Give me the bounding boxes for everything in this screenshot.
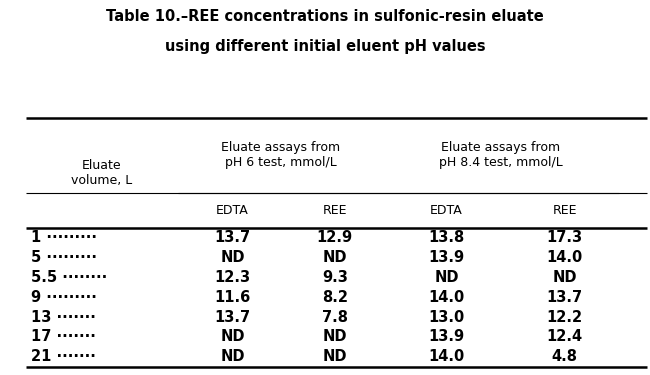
Text: 21 ·······: 21 ······· [31,349,96,364]
Text: EDTA: EDTA [430,204,463,217]
Text: 7.8: 7.8 [322,309,348,324]
Text: 11.6: 11.6 [214,290,250,304]
Text: 17.3: 17.3 [547,230,582,245]
Text: 14.0: 14.0 [428,290,465,304]
Text: 13.7: 13.7 [214,309,250,324]
Text: ND: ND [434,270,459,285]
Text: 14.0: 14.0 [428,349,465,364]
Text: ND: ND [322,329,347,344]
Text: 13.9: 13.9 [428,250,465,265]
Text: 13.7: 13.7 [547,290,582,304]
Text: ND: ND [220,349,244,364]
Text: 5 ·········: 5 ········· [31,250,98,265]
Text: Table 10.–REE concentrations in sulfonic-resin eluate: Table 10.–REE concentrations in sulfonic… [106,9,544,24]
Text: 8.2: 8.2 [322,290,348,304]
Text: 1 ·········: 1 ········· [31,230,98,245]
Text: EDTA: EDTA [216,204,249,217]
Text: REE: REE [322,204,347,217]
Text: 4.8: 4.8 [551,349,577,364]
Text: 5.5 ········: 5.5 ········ [31,270,107,285]
Text: 12.9: 12.9 [317,230,353,245]
Text: 13.9: 13.9 [428,329,465,344]
Text: 9 ·········: 9 ········· [31,290,97,304]
Text: ND: ND [322,349,347,364]
Text: 13.7: 13.7 [214,230,250,245]
Text: REE: REE [552,204,577,217]
Text: 9.3: 9.3 [322,270,348,285]
Text: Eluate assays from
pH 6 test, mmol/L: Eluate assays from pH 6 test, mmol/L [221,141,340,170]
Text: 12.4: 12.4 [547,329,582,344]
Text: ND: ND [322,250,347,265]
Text: ND: ND [552,270,577,285]
Text: ND: ND [220,250,244,265]
Text: 13 ·······: 13 ······· [31,309,96,324]
Text: 13.0: 13.0 [428,309,465,324]
Text: 14.0: 14.0 [547,250,582,265]
Text: 17 ·······: 17 ······· [31,329,96,344]
Text: 12.2: 12.2 [547,309,582,324]
Text: Eluate assays from
pH 8.4 test, mmol/L: Eluate assays from pH 8.4 test, mmol/L [439,141,563,170]
Text: ND: ND [220,329,244,344]
Text: 13.8: 13.8 [428,230,465,245]
Text: using different initial eluent pH values: using different initial eluent pH values [164,39,486,54]
Text: Eluate
volume, L: Eluate volume, L [72,159,133,187]
Text: 12.3: 12.3 [214,270,250,285]
